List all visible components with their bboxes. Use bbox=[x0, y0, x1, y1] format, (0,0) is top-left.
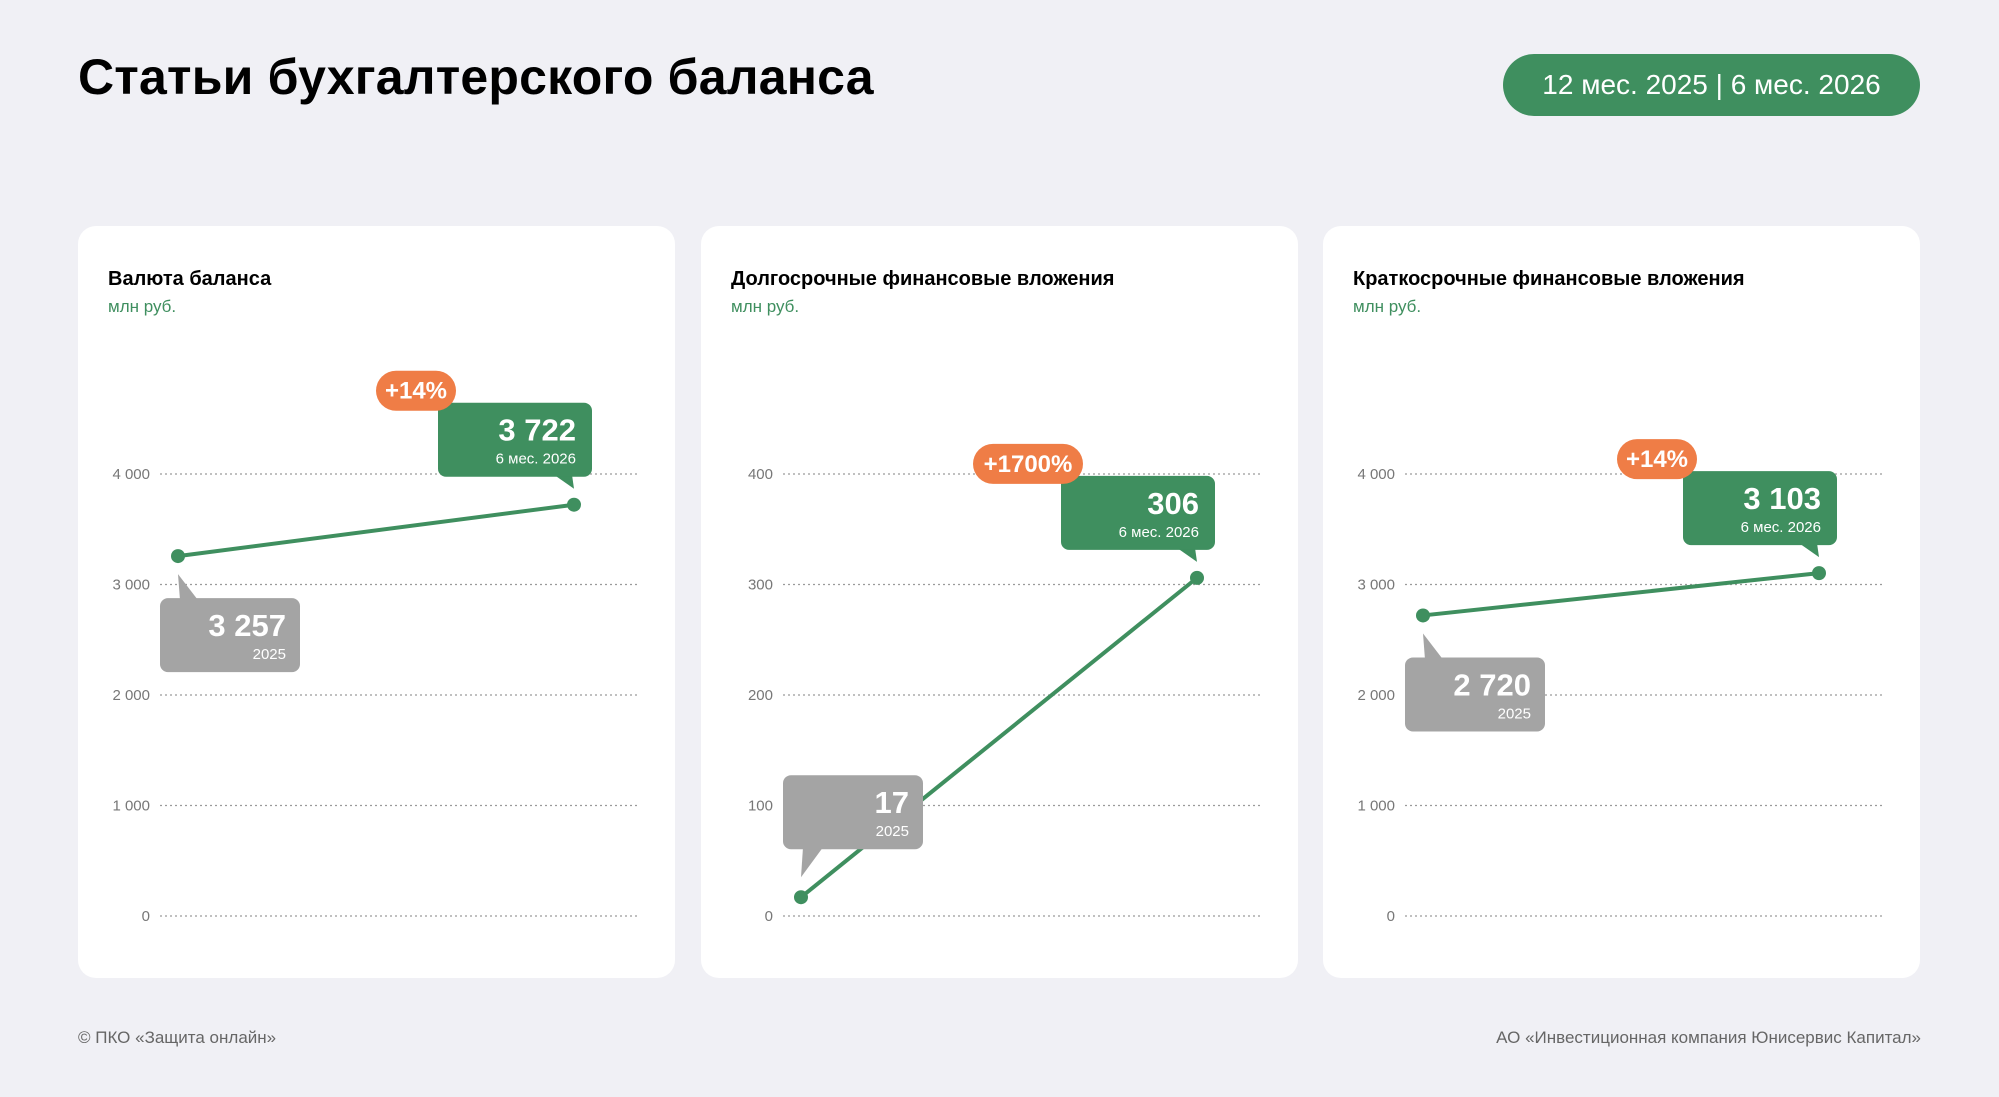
line-chart: 0 1 000 2 000 3 000 4 000 2 720 2025 3 103 6 мес… bbox=[1357, 439, 1885, 925]
callout-period: 6 мес. 2026 bbox=[1119, 524, 1199, 541]
data-point-end bbox=[1190, 570, 1204, 585]
callout-value: 17 bbox=[875, 785, 909, 820]
change-badge: +1700% bbox=[973, 443, 1083, 484]
callout-start: 17 2025 bbox=[783, 775, 923, 878]
y-tick-label: 3 000 bbox=[112, 577, 150, 594]
footer-copyright: © ПКО «Защита онлайн» bbox=[78, 1028, 277, 1047]
change-value: +14% bbox=[385, 378, 447, 405]
change-value: +14% bbox=[1626, 446, 1688, 473]
y-tick-label: 3 000 bbox=[1357, 577, 1395, 594]
chart-unit: млн руб. bbox=[108, 297, 177, 316]
y-tick-label: 2 000 bbox=[112, 687, 150, 704]
chart-title: Краткосрочные финансовые вложения bbox=[1353, 268, 1745, 290]
page-title: Статьи бухгалтерского баланса bbox=[78, 49, 874, 105]
callout-end: 3 722 6 мес. 2026 bbox=[438, 402, 592, 489]
y-tick-label: 4 000 bbox=[112, 466, 150, 483]
callout-value: 3 103 bbox=[1743, 481, 1821, 516]
callout-value: 2 720 bbox=[1453, 667, 1531, 702]
data-point-start bbox=[1416, 608, 1430, 623]
y-tick-label: 300 bbox=[748, 577, 773, 594]
y-tick-label: 0 bbox=[1387, 908, 1395, 925]
callout-end: 306 6 мес. 2026 bbox=[1061, 475, 1215, 562]
y-tick-label: 4 000 bbox=[1357, 466, 1395, 483]
series-line bbox=[1422, 571, 1820, 618]
y-tick-label: 1 000 bbox=[112, 798, 150, 815]
chart-unit: млн руб. bbox=[731, 297, 800, 316]
period-badge: 12 мес. 2025 | 6 мес. 2026 bbox=[1503, 54, 1920, 116]
data-point-end bbox=[567, 497, 581, 512]
change-badge: +14% bbox=[1617, 439, 1697, 480]
callout-period: 6 мес. 2026 bbox=[1741, 519, 1821, 536]
y-tick-label: 1 000 bbox=[1357, 798, 1395, 815]
callout-end: 3 103 6 мес. 2026 bbox=[1683, 471, 1837, 558]
change-value: +1700% bbox=[984, 451, 1073, 478]
y-tick-label: 100 bbox=[748, 798, 773, 815]
callout-period: 2025 bbox=[876, 823, 909, 840]
y-tick-label: 0 bbox=[142, 908, 150, 925]
y-tick-label: 200 bbox=[748, 687, 773, 704]
series-line bbox=[177, 502, 575, 559]
callout-period: 2025 bbox=[253, 646, 286, 663]
callout-value: 3 257 bbox=[208, 608, 286, 643]
callout-value: 3 722 bbox=[498, 413, 576, 448]
chart-card-short-term-investments: Краткосрочные финансовые вложения млн ру… bbox=[1323, 226, 1920, 978]
callout-period: 6 мес. 2026 bbox=[496, 451, 576, 468]
line-chart: 0 100 200 300 400 17 2025 306 6 мес. 2026 +1700% bbox=[748, 443, 1263, 925]
series-line bbox=[799, 576, 1199, 899]
chart-unit: млн руб. bbox=[1353, 297, 1422, 316]
line-chart: 0 1 000 2 000 3 000 4 000 3 257 2025 3 722 6 мес… bbox=[112, 370, 640, 925]
change-badge: +14% bbox=[376, 370, 456, 411]
data-point-start bbox=[794, 890, 808, 905]
callout-value: 306 bbox=[1147, 486, 1199, 521]
y-tick-label: 2 000 bbox=[1357, 687, 1395, 704]
chart-card-balance-total: Валюта баланса млн руб. 0 1 000 2 000 3 000… bbox=[78, 226, 675, 978]
chart-title: Валюта баланса bbox=[108, 268, 272, 290]
footer-company: АО «Инвестиционная компания Юнисервис Ка… bbox=[1496, 1028, 1921, 1047]
callout-start: 2 720 2025 bbox=[1405, 633, 1545, 732]
callout-start: 3 257 2025 bbox=[160, 574, 300, 673]
y-tick-label: 400 bbox=[748, 466, 773, 483]
data-point-start bbox=[171, 549, 185, 564]
chart-card-long-term-investments: Долгосрочные финансовые вложения млн руб… bbox=[701, 226, 1298, 978]
callout-period: 2025 bbox=[1498, 705, 1531, 722]
data-point-end bbox=[1812, 566, 1826, 581]
y-tick-label: 0 bbox=[765, 908, 773, 925]
chart-title: Долгосрочные финансовые вложения bbox=[731, 268, 1115, 290]
